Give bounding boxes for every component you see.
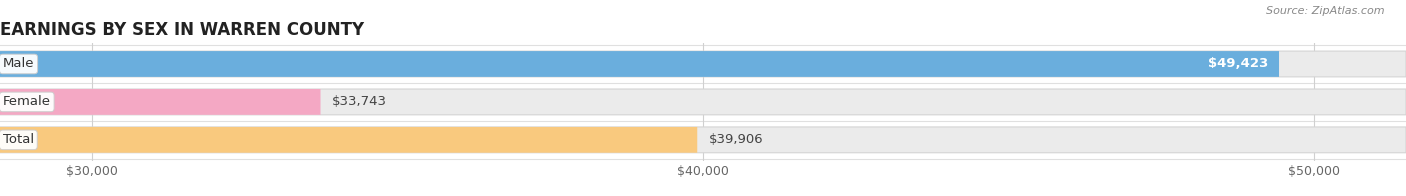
Text: Male: Male: [3, 57, 34, 71]
FancyBboxPatch shape: [0, 127, 1406, 153]
FancyBboxPatch shape: [0, 127, 697, 153]
Text: $39,906: $39,906: [709, 133, 763, 146]
Text: Total: Total: [3, 133, 34, 146]
FancyBboxPatch shape: [0, 51, 1279, 77]
FancyBboxPatch shape: [0, 89, 1406, 115]
Text: $49,423: $49,423: [1208, 57, 1268, 71]
Text: Female: Female: [3, 95, 51, 108]
Text: EARNINGS BY SEX IN WARREN COUNTY: EARNINGS BY SEX IN WARREN COUNTY: [0, 21, 364, 39]
Text: $33,743: $33,743: [332, 95, 387, 108]
Text: Source: ZipAtlas.com: Source: ZipAtlas.com: [1267, 6, 1385, 16]
FancyBboxPatch shape: [0, 89, 321, 115]
FancyBboxPatch shape: [0, 51, 1406, 77]
